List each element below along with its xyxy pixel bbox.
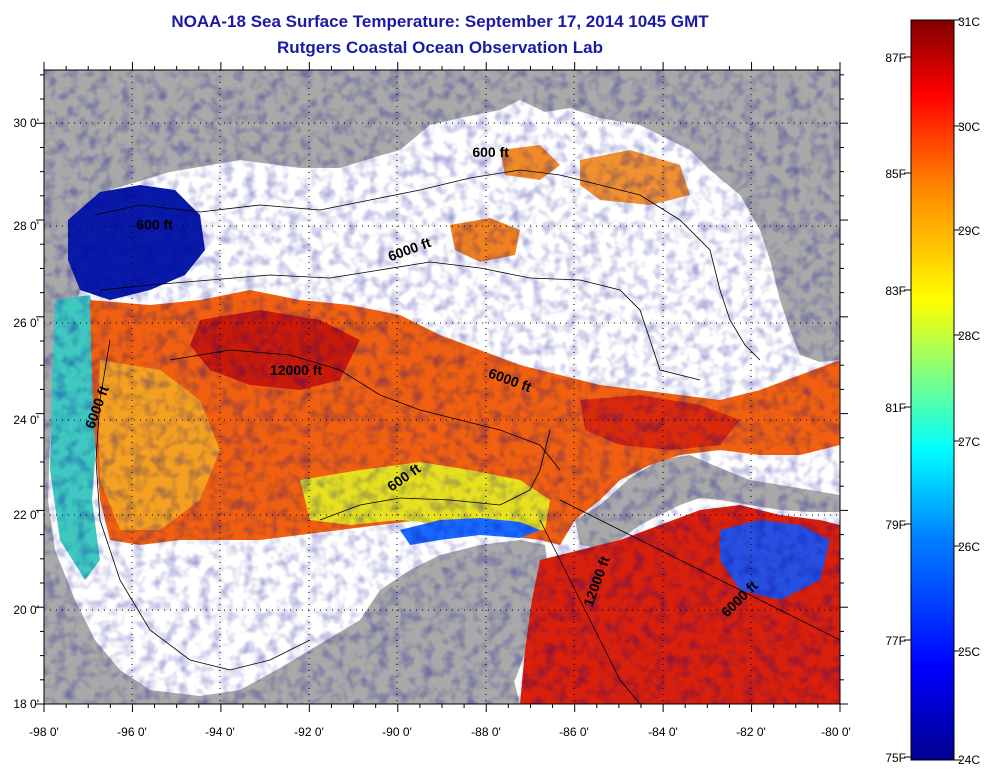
map-title: NOAA-18 Sea Surface Temperature: Septemb… — [171, 12, 709, 31]
lat-tick-label: 26 0' — [13, 316, 39, 330]
lat-tick-label: 30 0' — [13, 116, 39, 130]
contour-12000ft — [169, 349, 561, 471]
lon-axis: -98 0' -96 0' -94 0' -92 0' -90 0' -88 0… — [29, 725, 851, 739]
map-subtitle: Rutgers Coastal Ocean Observation Lab — [277, 38, 603, 57]
lon-tick-label: -88 0' — [471, 725, 501, 739]
lat-tick-label: 28 0' — [13, 219, 39, 233]
lon-tick-label: -94 0' — [205, 725, 235, 739]
colorbar-gradient — [910, 19, 955, 761]
lat-tick-label: 18 0' — [13, 697, 39, 711]
lon-tick-label: -86 0' — [559, 725, 589, 739]
colorbar-celsius-label: 29C — [958, 224, 980, 238]
colorbar-fahrenheit-label: 81F — [885, 401, 906, 415]
lon-tick-label: -84 0' — [648, 725, 678, 739]
colorbar-celsius-label: 28C — [958, 329, 980, 343]
colorbar-celsius-label: 27C — [958, 435, 980, 449]
temperature-colorbar: 31C 30C 29C 28C 27C 26C 25C 24C 87F 85F … — [885, 15, 980, 767]
colorbar-fahrenheit-label: 87F — [885, 51, 906, 65]
colorbar-celsius-label: 25C — [958, 645, 980, 659]
contour-600ft — [94, 169, 761, 361]
sst-texture — [44, 70, 840, 704]
contour-caribbean-2 — [559, 499, 840, 641]
lon-tick-label: -92 0' — [294, 725, 324, 739]
bathymetry-contours — [94, 169, 840, 704]
lat-tick-label: 20 0' — [13, 603, 39, 617]
colorbar-fahrenheit-label: 77F — [885, 634, 906, 648]
contour-yucatan-shelf — [319, 429, 551, 521]
lon-tick-label: -90 0' — [382, 725, 412, 739]
lon-tick-label: -80 0' — [821, 725, 851, 739]
graticule — [44, 70, 840, 704]
colorbar-fahrenheit-label: 79F — [885, 518, 906, 532]
lon-tick-label: -98 0' — [29, 725, 59, 739]
colorbar-celsius-label: 26C — [958, 540, 980, 554]
colorbar-celsius-label: 31C — [958, 15, 980, 29]
colorbar-fahrenheit-label: 75F — [885, 751, 906, 765]
contour-label: 600 ft — [472, 144, 509, 160]
lat-tick-label: 24 0' — [13, 413, 39, 427]
colorbar-celsius-label: 24C — [958, 753, 980, 767]
contour-6000ft — [99, 261, 701, 381]
lon-tick-label: -96 0' — [117, 725, 147, 739]
lat-tick-label: 22 0' — [13, 508, 39, 522]
colorbar-celsius-label: 30C — [958, 120, 980, 134]
colorbar-fahrenheit-label: 83F — [885, 284, 906, 298]
axis-tick-marks — [36, 62, 848, 712]
contour-caribbean — [539, 519, 641, 704]
lat-axis: 30 0' 28 0' 26 0' 24 0' 22 0' 20 0' 18 0… — [13, 116, 39, 711]
colorbar-fahrenheit-label: 85F — [885, 167, 906, 181]
contour-6000ft-west — [95, 339, 311, 671]
colorbar-ticks — [904, 19, 961, 761]
lon-tick-label: -82 0' — [736, 725, 766, 739]
contour-label: 600 ft — [136, 217, 173, 233]
contour-label: 12000 ft — [270, 362, 322, 378]
